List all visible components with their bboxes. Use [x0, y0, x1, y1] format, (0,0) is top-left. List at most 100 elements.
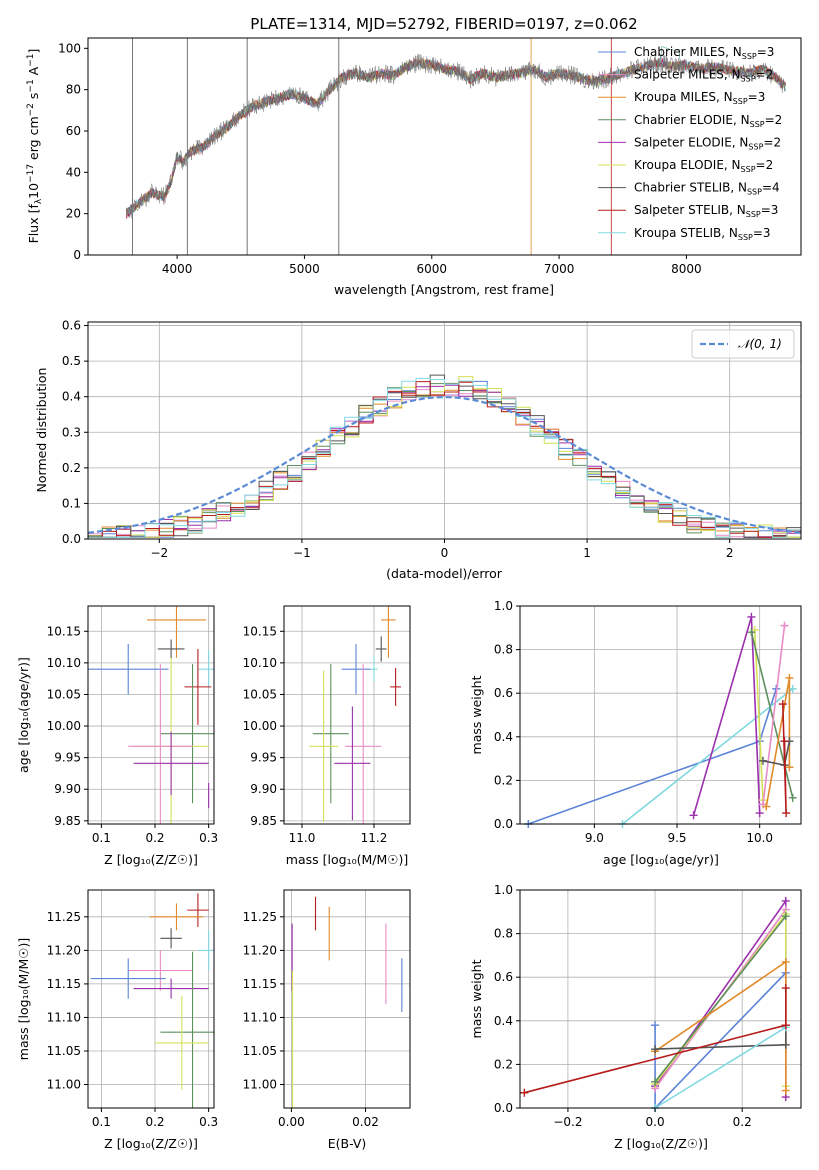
y-tick-label: 10.10 — [47, 656, 81, 670]
y-tick-label: 0.6 — [494, 970, 513, 984]
age-vs-mass-xlabel: mass [log₁₀(M/M☉)] — [286, 852, 408, 867]
x-tick-label: 7000 — [544, 262, 575, 276]
mass-weight-marker — [651, 1045, 660, 1054]
age-vs-mass-frame — [283, 605, 411, 825]
mass-weight-marker — [651, 1021, 660, 1030]
y-tick-label: 0.5 — [62, 354, 81, 368]
weight-vs-z-frame — [519, 889, 802, 1109]
legend-count: =3 — [761, 203, 779, 217]
y-tick-label: 9.85 — [54, 814, 81, 828]
y-tick-label: 11.25 — [47, 910, 81, 924]
legend-label: Kroupa ELODIE, NSSP=2 — [634, 158, 773, 174]
x-tick-label: 0.3 — [199, 831, 218, 845]
legend-subscript: SSP — [742, 52, 757, 61]
residuals-ticks: −2 −1 0 1 2 0.0 0.1 0.2 0.3 0.4 0.5 0.6 — [62, 319, 734, 560]
legend-label: Salpeter MILES, NSSP=2 — [634, 68, 773, 84]
x-tick-label: 8000 — [671, 262, 702, 276]
x-tick-label: 9.0 — [585, 831, 604, 845]
mass-weight-line — [622, 688, 794, 825]
legend-subscript: SSP — [741, 165, 756, 174]
x-tick-label: 4000 — [162, 262, 193, 276]
mass-weight-marker — [785, 763, 794, 772]
legend-count: =2 — [765, 113, 783, 127]
mass-vs-ebv-frame — [283, 889, 411, 1109]
y-tick-label: 10.15 — [243, 624, 277, 638]
legend-subscript: SSP — [741, 75, 756, 84]
normal-legend-label: 𝒩(0, 1) — [738, 337, 782, 351]
spectrum-ticks: 4000 5000 6000 7000 8000 0 20 40 60 80 100 — [58, 41, 702, 276]
y-tick-label: 60 — [66, 124, 81, 138]
x-tick-label: 0.02 — [352, 1115, 379, 1129]
y-tick-label: 11.10 — [47, 1010, 81, 1024]
x-tick-label: 0.0 — [646, 1115, 665, 1129]
mass-weight-marker — [747, 612, 756, 621]
x-tick-label: 1 — [583, 546, 591, 560]
residual-histogram — [88, 377, 801, 538]
y-tick-label: 1.0 — [494, 883, 513, 897]
y-tick-label: 0.6 — [62, 319, 81, 333]
y-tick-label: 11.10 — [243, 1010, 277, 1024]
spectrum-marks — [125, 38, 786, 255]
y-tick-label: 10.10 — [243, 656, 277, 670]
x-tick-label: 0 — [441, 546, 449, 560]
legend-label: Salpeter STELIB, NSSP=3 — [634, 203, 778, 219]
y-tick-label: 11.05 — [243, 1044, 277, 1058]
mass-weight-marker — [781, 1040, 790, 1049]
mass-vs-ebv-grid — [284, 890, 410, 1108]
residual-histogram — [88, 381, 801, 538]
mass-vs-z-frame — [87, 889, 215, 1109]
x-tick-label: 0.2 — [145, 1115, 164, 1129]
mass-vs-ebv-ticks: 0.00 0.02 11.00 11.05 11.10 11.15 11.20 11.25 — [243, 910, 379, 1129]
legend-count: =3 — [748, 90, 766, 104]
spectrum-ylabel: Flux [fλ10−17 erg cm−2 s−1 A−1] — [26, 49, 44, 244]
age-vs-mass-marks — [309, 606, 401, 824]
y-tick-label: 9.95 — [54, 751, 81, 765]
y-tick-label: 0.4 — [494, 1014, 513, 1028]
mass-vs-z-xlabel: Z [log₁₀(Z/Z☉)] — [104, 1136, 198, 1151]
x-tick-label: 11.0 — [289, 831, 316, 845]
y-tick-label: 9.85 — [250, 814, 277, 828]
x-tick-label: 0.1 — [92, 1115, 111, 1129]
mass-weight-marker — [781, 984, 790, 993]
spectrum-panel: PLATE=1314, MJD=52792, FIBERID=0197, z=0… — [26, 15, 802, 297]
y-tick-label: 0.8 — [494, 643, 513, 657]
mass-vs-ebv-panel: 0.00 0.02 11.00 11.05 11.10 11.15 11.20 11.25 E… — [243, 889, 411, 1151]
legend-count: =2 — [756, 68, 774, 82]
y-tick-label: 0.0 — [494, 817, 513, 831]
mass-weight-marker — [520, 1088, 529, 1097]
y-tick-label: 11.20 — [243, 943, 277, 957]
y-tick-label: 0.3 — [62, 425, 81, 439]
y-tick-label: 11.00 — [243, 1078, 277, 1092]
y-tick-label: 0.2 — [62, 461, 81, 475]
mass-vs-ebv-marks — [291, 896, 403, 1108]
mass-weight-marker — [758, 756, 767, 765]
spectrum-legend: Chabrier MILES, NSSP=3 Salpeter MILES, NS… — [598, 45, 782, 242]
x-tick-label: 0.00 — [278, 1115, 305, 1129]
residuals-legend-box — [691, 329, 795, 359]
age-vs-z-panel: 0.1 0.2 0.3 9.85 9.90 9.95 10.00 10.05 10.10 10.1… — [16, 605, 218, 867]
x-tick-label: 0.3 — [199, 1115, 218, 1129]
x-tick-label: 5000 — [289, 262, 320, 276]
legend-label: Chabrier MILES, NSSP=3 — [634, 45, 774, 61]
legend-count: =2 — [756, 158, 774, 172]
mass-weight-marker — [781, 1021, 790, 1030]
mass-weight-marker — [651, 1077, 660, 1086]
legend-count: =2 — [763, 135, 781, 149]
y-tick-label: 11.20 — [47, 943, 81, 957]
mass-weight-marker — [778, 700, 787, 709]
y-tick-label: 0.2 — [494, 1057, 513, 1071]
normal-curve — [87, 395, 802, 534]
legend-subscript: SSP — [738, 233, 753, 242]
age-vs-mass-panel: 11.0 11.2 9.85 9.90 9.95 10.00 10.05 10.10 10.15… — [243, 605, 411, 867]
x-tick-label: −0.2 — [553, 1115, 582, 1129]
residuals-xlabel: (data-model)/error — [386, 566, 503, 581]
spectrum-frame — [87, 37, 802, 256]
y-tick-label: 11.25 — [243, 910, 277, 924]
residuals-panel: −2 −1 0 1 2 0.0 0.1 0.2 0.3 0.4 0.5 0.6 (data-model… — [34, 319, 802, 581]
y-tick-label: 80 — [66, 83, 81, 97]
x-tick-label: 0.1 — [92, 831, 111, 845]
weight-vs-z-ticks: −0.2 0.0 0.2 0.0 0.2 0.4 0.6 0.8 1.0 — [494, 883, 752, 1129]
residuals-ylabel: Normed distribution — [34, 368, 49, 493]
y-tick-label: 10.00 — [47, 719, 81, 733]
